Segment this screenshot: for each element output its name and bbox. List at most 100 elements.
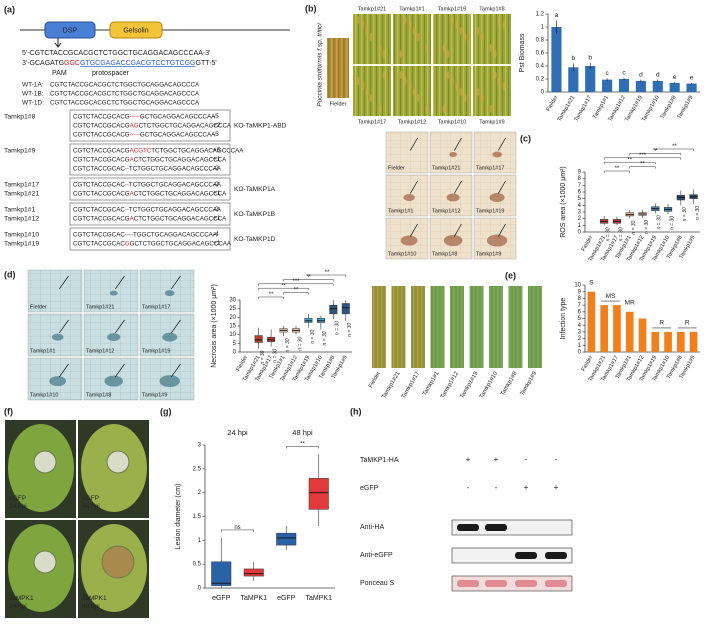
- y-tick-label: 0: [578, 350, 582, 356]
- protospacer-label: protospacer: [92, 70, 130, 77]
- sequence-part: CTCTGGCTGCAGGACAGCCCA: [134, 190, 227, 197]
- leaf-image: [411, 286, 425, 368]
- infection-class: S: [589, 279, 594, 286]
- bar: [585, 66, 596, 92]
- pustule: [361, 21, 365, 29]
- dsp-domain: [44, 21, 96, 39]
- y-tick-label: 1: [578, 223, 582, 229]
- pustule: [365, 27, 369, 35]
- blot: [451, 519, 573, 536]
- sequence-part: CGTCTACCGCAC: [73, 240, 125, 247]
- sequence: CGTCTACCGCAC--TCTGGCTGCAGGACAGCCCAA: [73, 206, 222, 213]
- band: [457, 524, 479, 531]
- y-tick-label: 0: [578, 230, 582, 236]
- pustule: [356, 16, 360, 24]
- sequence-part: A: [130, 156, 135, 163]
- sign: +: [466, 455, 471, 464]
- sequence-part: CGTCTACCGCACG: [73, 122, 130, 129]
- arrow: [498, 137, 506, 151]
- n-label: n = 30: [682, 207, 688, 221]
- pustule: [459, 88, 463, 96]
- leaf-label: Tamkp1#19: [459, 371, 479, 400]
- significance-label: **: [281, 283, 286, 289]
- significance-label: **: [294, 288, 299, 294]
- image-label: Tamkp1#12: [432, 208, 460, 214]
- y-tick-label: 2: [198, 490, 202, 496]
- bar: [638, 318, 647, 352]
- significance-bracket: [629, 166, 656, 169]
- arrow: [454, 137, 462, 151]
- image-label: Tamkp1#1: [399, 6, 424, 12]
- bar: [602, 79, 613, 92]
- sequence: CGTCTACCGCACGACTCTGGCTGCAGGACAGCCCA: [73, 156, 227, 163]
- photo-label-line: TaMPK1: [9, 595, 34, 602]
- sequence-part: ACGTC: [130, 147, 152, 154]
- significance-label: **: [325, 270, 330, 276]
- leaf-image: [393, 66, 431, 116]
- y-tick-label: 15: [229, 324, 236, 330]
- pustule: [416, 33, 420, 41]
- sequence-part: --: [125, 165, 129, 172]
- lesion-spot: [49, 376, 67, 387]
- y-tick-label: 7: [578, 303, 582, 309]
- sequence-part: CGTCTACCGCACG: [73, 113, 130, 120]
- significance-letter: c: [605, 70, 609, 77]
- pustule: [493, 50, 497, 58]
- n-label: n = 30: [260, 350, 266, 364]
- significance-bracket: [308, 274, 347, 277]
- blot: [451, 575, 573, 592]
- pustule: [412, 88, 416, 96]
- band: [545, 580, 567, 587]
- significance-label: **: [672, 144, 677, 150]
- pustule: [378, 44, 382, 52]
- sequence: CGTCTACCGCAC--TCTGGCTGCAGGACAGCCCAA: [73, 165, 222, 172]
- sequence-part: G: [125, 240, 130, 247]
- micrograph: [27, 269, 83, 313]
- leaf-image: [433, 66, 471, 116]
- sign: -: [495, 483, 498, 492]
- pustule: [497, 16, 501, 24]
- n-label: n = 30: [322, 331, 328, 345]
- image-label: Tamkp1#12: [86, 348, 114, 354]
- arrow: [171, 363, 181, 378]
- y-tick-label: 2: [578, 336, 582, 342]
- target-arrow: [54, 38, 62, 48]
- arrow: [59, 275, 69, 290]
- significance-label: **: [653, 148, 658, 154]
- leaf-image: [489, 286, 503, 368]
- n-label: n = 30: [618, 227, 624, 241]
- y-tick-label: 5: [578, 196, 582, 202]
- significance-label: **: [627, 157, 632, 163]
- image-label: Tamkp1#19: [438, 6, 466, 12]
- image-label: Tamkp1#19: [142, 348, 170, 354]
- sequence: CGTCTACCGCACGACGTCTCTGGCTGCAGGACAGCCCAA: [73, 147, 244, 154]
- pustule: [425, 44, 429, 52]
- significance-bracket: [258, 283, 334, 286]
- panel-label: (d): [4, 269, 16, 279]
- pustule: [463, 33, 467, 41]
- sequence: CGTCTACCGCACGGCTCTGGCTGCAGGACAGCCCAA: [73, 240, 232, 247]
- photo-label-line: eGFP: [9, 495, 26, 502]
- photo-label-line: TaMPK1: [82, 595, 107, 602]
- y-tick-label: 6: [578, 309, 582, 315]
- ko-label: KO-TaMKP1D: [234, 236, 276, 243]
- image-label: Tamkp1#1: [388, 208, 413, 214]
- significance-bracket: [603, 161, 656, 165]
- leaf-image: [469, 286, 484, 368]
- pustule: [408, 21, 412, 29]
- sequence-part: TCTGGCTGCAGGACAGCCCAA: [129, 206, 222, 213]
- photo-label-line: 24 hpi: [9, 603, 27, 610]
- y-tick-label: 0.8: [536, 38, 545, 44]
- wt-sequence: CGTCTACCGCACGCTCTGGCTGCAGGACAGCCCA: [50, 91, 200, 98]
- n-label: n = 30: [335, 321, 341, 335]
- panel-label: (a): [4, 4, 15, 14]
- lesion: [33, 450, 57, 474]
- leaf-image: [393, 14, 431, 64]
- sequence: CGTCTACCGCACG-----GCTGCAGGACAGCCCAA: [73, 113, 216, 120]
- arrow: [115, 363, 125, 378]
- arrow: [115, 319, 125, 334]
- lesion-spot: [403, 194, 415, 202]
- y-tick-label: 0.5: [193, 562, 202, 568]
- y-axis-label: Infection type: [560, 298, 567, 340]
- photo-label-line: 48 hpi: [82, 503, 100, 510]
